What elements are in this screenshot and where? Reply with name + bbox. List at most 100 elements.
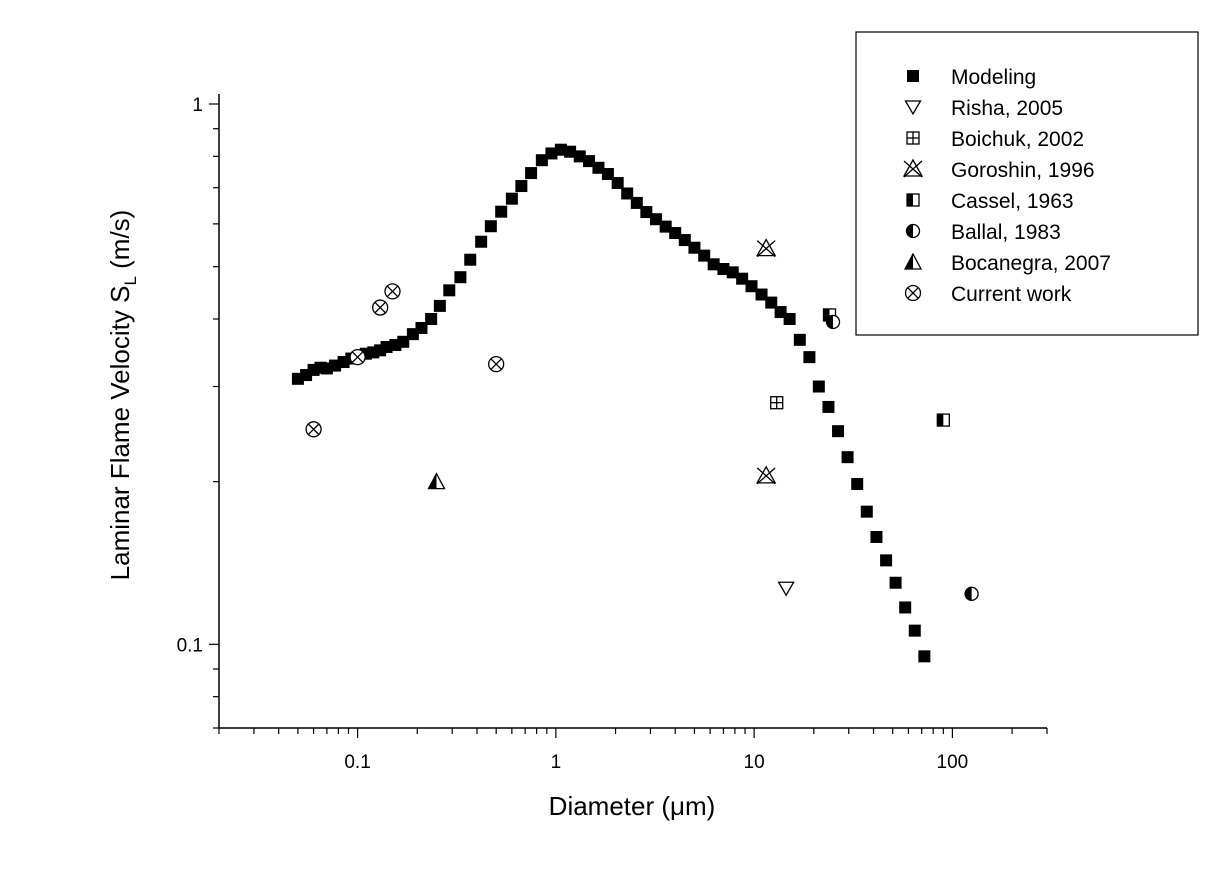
y-axis: 0.11 bbox=[177, 95, 219, 729]
legend-label: Modeling bbox=[951, 66, 1036, 89]
data-point bbox=[756, 238, 777, 258]
data-point bbox=[908, 624, 921, 637]
data-point bbox=[736, 272, 749, 285]
data-point bbox=[812, 380, 825, 393]
data-point bbox=[825, 314, 841, 330]
data-point bbox=[707, 258, 720, 271]
data-point bbox=[564, 145, 577, 158]
data-point bbox=[425, 313, 438, 326]
data-point bbox=[621, 187, 634, 200]
x-tick-label: 1 bbox=[551, 752, 562, 773]
legend-label: Current work bbox=[951, 283, 1072, 306]
data-point bbox=[427, 472, 446, 490]
data-point bbox=[698, 249, 711, 262]
data-point bbox=[765, 296, 778, 309]
y-tick-label: 1 bbox=[192, 95, 203, 116]
x-tick-label: 10 bbox=[744, 752, 765, 773]
data-point bbox=[495, 205, 508, 218]
data-point bbox=[918, 650, 931, 663]
legend-marker bbox=[904, 284, 922, 302]
data-point bbox=[505, 192, 518, 205]
data-point bbox=[803, 351, 816, 364]
legend-marker bbox=[906, 193, 920, 207]
data-point bbox=[783, 313, 796, 326]
series-7 bbox=[305, 283, 505, 438]
x-axis-label: Diameter (μm) bbox=[549, 791, 716, 821]
data-point bbox=[397, 335, 410, 348]
x-tick-label: 100 bbox=[937, 752, 969, 773]
data-point bbox=[630, 196, 643, 209]
data-point bbox=[822, 400, 835, 413]
data-point bbox=[611, 177, 624, 190]
data-point bbox=[841, 451, 854, 464]
data-point bbox=[640, 206, 653, 219]
series-6 bbox=[427, 472, 446, 490]
data-point bbox=[688, 241, 701, 254]
series-0 bbox=[291, 143, 931, 663]
legend-marker bbox=[907, 70, 919, 82]
legend-label: Goroshin, 1996 bbox=[951, 159, 1095, 182]
data-point bbox=[349, 348, 366, 366]
data-point bbox=[774, 306, 787, 319]
series-4 bbox=[822, 308, 950, 427]
legend: Modeling Risha, 2005 Boichuk, 2002 Goroshin… bbox=[855, 31, 1199, 336]
data-point bbox=[770, 396, 784, 410]
data-point bbox=[443, 284, 456, 297]
data-point bbox=[870, 530, 883, 543]
series-3 bbox=[756, 238, 777, 485]
legend-marker bbox=[905, 223, 921, 239]
legend-marker bbox=[904, 100, 922, 116]
x-tick-label: 0.1 bbox=[344, 752, 370, 773]
legend-label: Bocanegra, 2007 bbox=[951, 252, 1111, 275]
y-axis-label-subscript: L bbox=[121, 276, 140, 285]
legend-label: Boichuk, 2002 bbox=[951, 128, 1084, 151]
data-point bbox=[484, 220, 497, 233]
legend-box bbox=[855, 31, 1199, 336]
data-point bbox=[601, 168, 614, 181]
data-point bbox=[464, 253, 477, 266]
data-point bbox=[525, 167, 538, 180]
data-point bbox=[372, 299, 389, 316]
legend-label: Risha, 2005 bbox=[951, 97, 1063, 120]
data-point bbox=[433, 299, 446, 312]
legend-label: Cassel, 1963 bbox=[951, 190, 1074, 213]
data-point bbox=[475, 235, 488, 248]
legend-marker bbox=[902, 158, 924, 178]
data-point bbox=[756, 465, 777, 485]
data-point bbox=[669, 227, 682, 240]
x-axis: 0.1 1 10 100 bbox=[218, 728, 1048, 773]
data-point bbox=[717, 263, 730, 276]
data-point bbox=[554, 143, 567, 156]
data-point bbox=[488, 355, 505, 373]
data-point bbox=[726, 266, 739, 279]
data-point bbox=[650, 213, 663, 226]
y-axis-label: Laminar Flame Velocity SL (m/s) bbox=[105, 210, 140, 581]
data-point bbox=[936, 413, 950, 427]
data-point bbox=[964, 586, 979, 601]
data-point bbox=[384, 283, 401, 300]
data-point bbox=[889, 576, 902, 589]
data-point bbox=[678, 234, 691, 247]
data-point bbox=[777, 581, 795, 597]
data-point bbox=[515, 180, 528, 193]
series-5 bbox=[825, 314, 979, 601]
data-marks bbox=[291, 143, 979, 663]
data-point bbox=[305, 421, 322, 438]
data-point bbox=[860, 505, 873, 518]
legend-marker bbox=[903, 252, 923, 270]
data-point bbox=[454, 271, 467, 284]
data-point bbox=[583, 155, 596, 168]
data-point bbox=[832, 425, 845, 438]
data-point bbox=[745, 280, 758, 293]
data-point bbox=[659, 220, 672, 233]
data-point bbox=[545, 147, 558, 160]
legend-marker bbox=[906, 131, 920, 145]
y-axis-label-main: Laminar Flame Velocity S bbox=[105, 286, 135, 581]
data-point bbox=[535, 154, 548, 167]
data-point bbox=[415, 321, 428, 334]
data-point bbox=[851, 478, 864, 491]
legend-label: Ballal, 1983 bbox=[951, 221, 1061, 244]
data-point bbox=[899, 601, 912, 614]
data-point bbox=[573, 150, 586, 163]
